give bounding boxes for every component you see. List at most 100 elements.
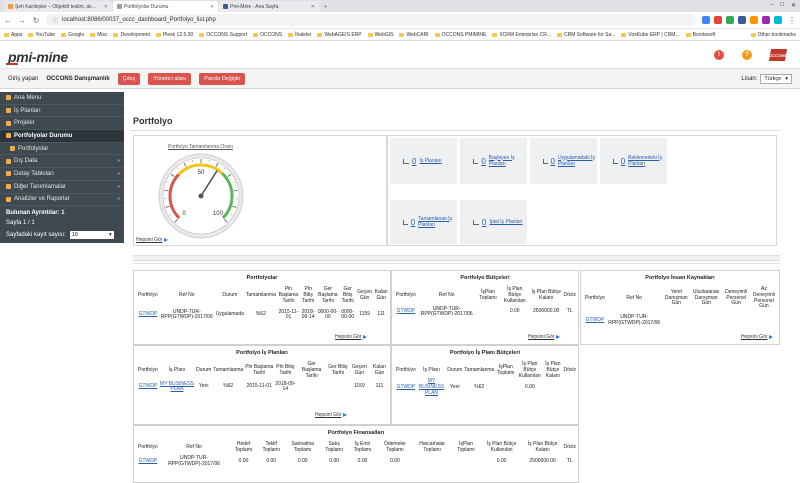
per-page-select[interactable]: 10 ▾ bbox=[69, 231, 114, 240]
gauge-see-all-link[interactable]: Hepsini Gör bbox=[136, 237, 169, 243]
browser-tab[interactable]: Pmi-Mine - Ana Sayfa ✕ bbox=[219, 1, 319, 12]
gauge-title[interactable]: Portfolyo Tamamlanma Oranı bbox=[168, 144, 233, 150]
chevron-right-icon: » bbox=[117, 183, 120, 190]
see-all-link[interactable]: Hepsini Gör bbox=[335, 334, 368, 340]
sidebar-item[interactable]: Diğer Tanımlamalar » bbox=[0, 181, 124, 194]
sidebar-item[interactable]: İş Planları bbox=[0, 105, 124, 118]
sidebar-item[interactable]: Detay Tabloları » bbox=[0, 168, 124, 181]
stat-label: Başlayan İş Planları bbox=[488, 154, 515, 168]
bookmark-item[interactable]: OCCONS bbox=[253, 32, 282, 38]
browser-tab[interactable]: Portfolyolar Durumu ✕ bbox=[113, 1, 218, 12]
bookmark-item[interactable]: OCCONS Support bbox=[199, 32, 247, 38]
table-link[interactable]: GTWDP bbox=[138, 457, 158, 464]
tab-close-icon[interactable]: ✕ bbox=[310, 3, 315, 10]
app-logo[interactable]: pmi-mine bbox=[8, 49, 68, 65]
bookmark-item[interactable]: Apps bbox=[4, 32, 22, 38]
back-icon[interactable]: ← bbox=[4, 15, 12, 25]
help-icon[interactable]: ? bbox=[742, 50, 752, 60]
bookmark-item[interactable]: VosKube ERP | CRM... bbox=[621, 32, 680, 38]
minimize-icon[interactable]: – bbox=[770, 2, 774, 8]
bookmark-item[interactable]: XCRM Enterprise CR... bbox=[492, 32, 551, 38]
bookmark-item[interactable]: İhaleler bbox=[288, 32, 311, 38]
see-all-text: Hepsini Gör bbox=[315, 412, 342, 418]
table-link[interactable]: GTWDP bbox=[396, 308, 416, 315]
column-header: Durum bbox=[222, 291, 238, 298]
table-link[interactable]: GTWDP bbox=[396, 384, 416, 390]
stat-tile[interactable]: 0 İş Planları bbox=[390, 138, 457, 184]
bookmark-item[interactable]: Google bbox=[61, 32, 84, 38]
table-link[interactable]: GTWDP bbox=[138, 311, 158, 318]
other-bookmarks[interactable]: Other bookmarks bbox=[750, 32, 796, 38]
bookmark-icon bbox=[288, 32, 294, 37]
site-info-icon[interactable]: ⓘ bbox=[52, 18, 59, 25]
table-link[interactable]: GTWDP bbox=[585, 317, 605, 324]
admin-button[interactable]: Yönetici alanı bbox=[148, 72, 192, 85]
arrow-right-icon bbox=[363, 335, 368, 339]
table-cell: 2500000.00 bbox=[529, 457, 556, 464]
menu-bullet-icon bbox=[10, 146, 15, 152]
sidebar-item[interactable]: Analizler ve Raporlar » bbox=[0, 194, 124, 207]
bookmark-label: Borstasoft bbox=[692, 31, 716, 38]
extension-icon[interactable] bbox=[702, 16, 710, 24]
bookmark-label: YouTube bbox=[35, 31, 56, 38]
bookmark-item[interactable]: WebAGEIS ERP bbox=[317, 32, 362, 38]
bookmark-item[interactable]: Plesk 12.5.30 bbox=[155, 32, 193, 38]
page-title: Portfolyo bbox=[133, 116, 173, 126]
see-all-text: Hepsini Gör bbox=[528, 334, 555, 340]
extension-icon[interactable] bbox=[714, 16, 722, 24]
see-all-link[interactable]: Hepsini Gör bbox=[528, 334, 561, 340]
bookmark-icon bbox=[557, 32, 562, 37]
bookmark-item[interactable]: WebGIS bbox=[367, 32, 393, 38]
table-cell: 1159 bbox=[353, 383, 365, 390]
bookmark-item[interactable]: Borstasoft bbox=[685, 31, 716, 38]
stat-tile[interactable]: 0 Uygulamadaki İş Planları bbox=[530, 138, 597, 184]
forward-icon[interactable]: → bbox=[18, 15, 26, 25]
sidebar-item[interactable]: Portfolyolar bbox=[0, 143, 124, 156]
extension-icon[interactable] bbox=[774, 16, 782, 24]
stat-tile[interactable]: 0 Tamamlanan İş Planları bbox=[390, 200, 457, 244]
sidebar-item-label: Ana Menu bbox=[14, 94, 42, 101]
bookmark-item[interactable]: YouTube bbox=[28, 32, 55, 38]
sidebar-item[interactable]: Portfolyolar Durumu bbox=[0, 130, 124, 143]
table-cell: TL bbox=[566, 457, 573, 464]
tab-close-icon[interactable]: ✕ bbox=[209, 3, 214, 10]
bookmark-item[interactable]: OCCONS PMIMINE bbox=[434, 32, 486, 38]
browser-tab[interactable]: Şeh Kardeşler – Objektif teslim, ak... ✕ bbox=[4, 1, 112, 12]
reload-icon[interactable]: ↻ bbox=[32, 15, 40, 25]
table-link[interactable]: GTWDP bbox=[138, 383, 158, 390]
extension-icon[interactable] bbox=[762, 16, 770, 24]
gauge-tick bbox=[164, 189, 169, 192]
notification-icon[interactable]: ! bbox=[714, 50, 724, 60]
table-title: Portfolyo Bütçeleri bbox=[460, 275, 510, 281]
bookmark-item[interactable]: Misc bbox=[90, 32, 107, 38]
table-link[interactable]: MY BUSINESS PLAN bbox=[418, 378, 445, 396]
close-window-icon[interactable]: ✕ bbox=[790, 3, 796, 9]
stat-tile[interactable]: 0 İptal İş Planları bbox=[460, 200, 527, 244]
column-header: Pln Bitiş Tarihi bbox=[276, 363, 295, 376]
see-all-link[interactable]: Hepsini Gör bbox=[741, 334, 774, 340]
logout-button[interactable]: Çıkış bbox=[117, 72, 141, 85]
bookmark-item[interactable]: WebCARI bbox=[399, 32, 429, 38]
stat-tile[interactable]: 0 Beklemedeki İş Planları bbox=[600, 138, 667, 184]
tab-close-icon[interactable]: ✕ bbox=[103, 3, 108, 10]
extension-icon[interactable] bbox=[726, 16, 734, 24]
url-field[interactable]: ⓘ localhost:8086/00037_occc_dashboard_Po… bbox=[46, 14, 696, 26]
gauge-hub bbox=[198, 193, 204, 199]
table-link[interactable]: MY BUSINESS PLAN bbox=[159, 380, 194, 393]
extension-icon[interactable] bbox=[750, 16, 758, 24]
stat-tile[interactable]: 0 Başlayan İş Planları bbox=[460, 138, 527, 184]
new-tab-button[interactable]: + bbox=[324, 3, 327, 10]
extension-icon[interactable] bbox=[738, 16, 746, 24]
browser-menu-icon[interactable]: ⋮ bbox=[788, 15, 796, 25]
maximize-icon[interactable]: □ bbox=[780, 2, 784, 8]
bookmark-label: Apps bbox=[11, 31, 23, 38]
sidebar-item[interactable]: Projeler bbox=[0, 117, 124, 131]
change-password-button[interactable]: Parola Değiştir bbox=[199, 72, 246, 85]
bookmark-item[interactable]: CRM Software for Sa... bbox=[557, 32, 615, 38]
see-all-link[interactable]: Hepsini Gör bbox=[315, 412, 348, 418]
bookmark-item[interactable]: Development bbox=[113, 32, 150, 38]
language-select[interactable]: Türkçe ▾ bbox=[760, 73, 792, 84]
sidebar-item[interactable]: Ana Menu bbox=[0, 92, 124, 105]
sidebar-item[interactable]: Dış Data » bbox=[0, 155, 124, 169]
language-value: Türkçe bbox=[764, 75, 782, 82]
